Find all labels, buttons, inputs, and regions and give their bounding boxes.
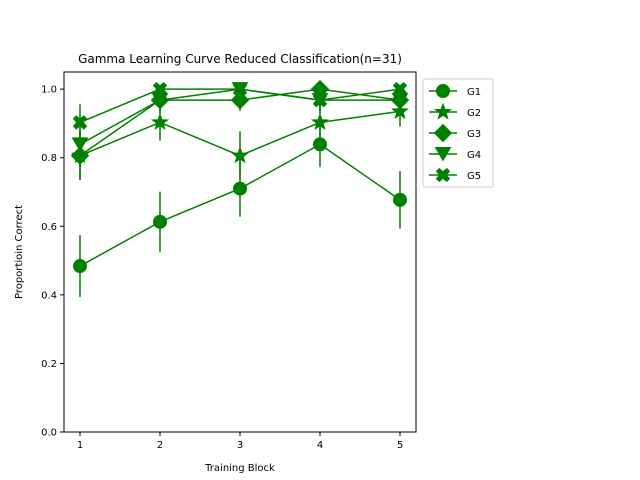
legend-entry-g5: G5 xyxy=(429,167,481,183)
legend-box xyxy=(422,78,494,188)
data-point xyxy=(391,93,409,108)
legend-label: G1 xyxy=(467,87,481,98)
y-tick-label: 0.8 xyxy=(41,153,57,164)
data-point xyxy=(230,146,250,164)
y-tick-label: 1.0 xyxy=(41,85,57,96)
legend-entry-g1: G1 xyxy=(429,84,481,98)
y-tick-label: 0.0 xyxy=(41,428,57,439)
x-axis-label: Training Block xyxy=(204,463,275,474)
legend-marker xyxy=(435,167,451,183)
legend-marker xyxy=(433,123,453,143)
data-point xyxy=(72,115,88,130)
chart-title: Gamma Learning Curve Reduced Classificat… xyxy=(78,52,402,66)
legend-entry-g2: G2 xyxy=(429,102,481,120)
data-point xyxy=(393,192,407,207)
legend-marker xyxy=(436,84,450,98)
y-axis-label: Proportioin Correct xyxy=(14,205,25,299)
legend-entry-g3: G3 xyxy=(429,123,481,143)
legend: G1 G2 G3 G4 G5 xyxy=(422,78,494,188)
x-tick-label: 3 xyxy=(237,440,243,451)
y-tick-label: 0.6 xyxy=(41,222,57,233)
x-tick-label: 5 xyxy=(397,440,403,451)
legend-marker xyxy=(433,102,453,120)
plot-frame xyxy=(63,71,417,433)
data-point xyxy=(152,81,168,97)
data-point xyxy=(151,93,169,108)
data-point xyxy=(233,181,247,196)
data-point xyxy=(312,92,328,108)
x-tick-label: 1 xyxy=(77,440,83,451)
legend-label: G4 xyxy=(467,150,481,161)
data-point xyxy=(153,214,167,229)
series-g1 xyxy=(73,121,407,297)
plot-area xyxy=(70,79,410,297)
y-tick-label: 0.2 xyxy=(41,359,57,370)
legend-label: G5 xyxy=(467,171,481,182)
legend-label: G3 xyxy=(467,129,481,140)
x-tick-label: 2 xyxy=(157,440,163,451)
legend-entry-g4: G4 xyxy=(429,147,481,162)
series-g5 xyxy=(72,81,408,141)
data-point xyxy=(150,112,170,131)
data-point xyxy=(310,112,330,131)
data-point xyxy=(232,81,248,97)
y-tick-label: 0.4 xyxy=(41,290,57,301)
legend-label: G2 xyxy=(467,108,481,119)
axes: 1 2 3 4 5 0.0 0.2 0.4 0.6 0.8 1.0 xyxy=(41,85,403,451)
x-tick-label: 4 xyxy=(317,440,323,451)
legend-marker xyxy=(434,147,452,162)
data-point xyxy=(392,81,408,97)
data-point xyxy=(73,259,87,274)
